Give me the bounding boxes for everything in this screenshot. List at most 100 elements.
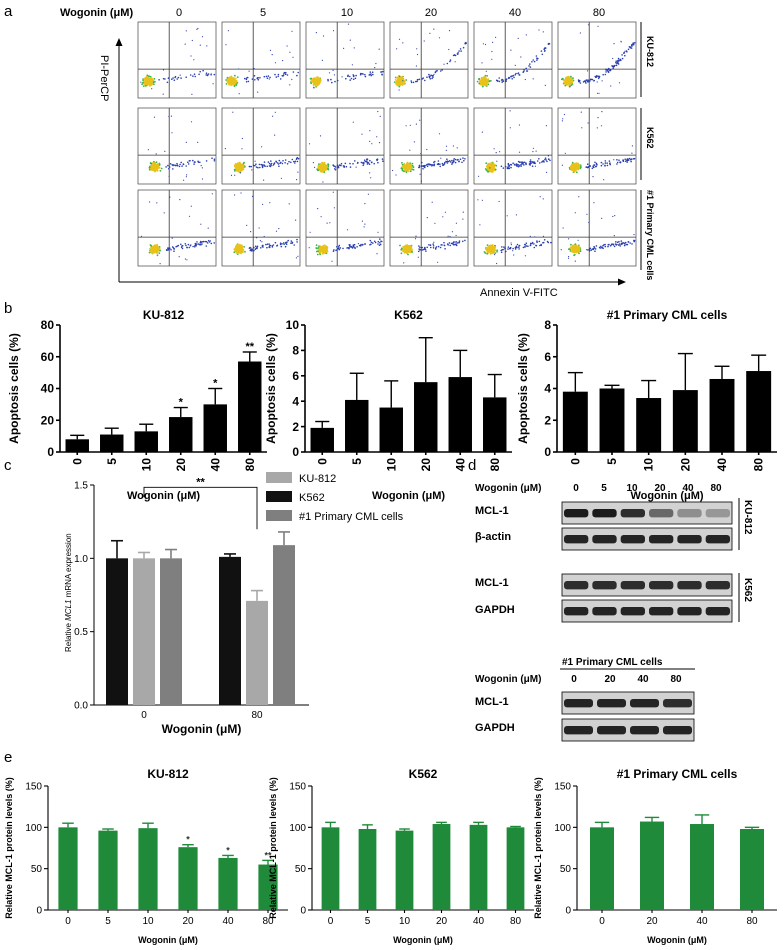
flow-event [233,168,236,171]
flow-event [149,78,152,81]
flow-event [589,165,591,167]
flow-event [377,110,379,113]
flow-event [420,180,422,182]
flow-event [512,162,514,164]
flow-event [337,166,340,169]
flow-event [449,60,451,63]
flow-event [147,149,149,151]
flow-event [297,157,300,160]
flow-event [406,166,408,169]
flow-event [433,161,435,164]
flow-event [508,76,510,79]
flow-event [448,242,451,244]
western-blot-top [561,501,733,623]
flow-event [492,165,495,168]
flow-event [229,77,231,80]
flow-event [263,164,265,166]
flow-event [267,75,270,77]
blot-band [564,581,589,590]
flow-event [577,79,580,81]
flow-event [148,251,151,254]
flow-event [593,80,595,82]
x-tick-label: 0 [328,916,334,927]
flow-event [225,83,228,85]
flow-event [176,78,178,80]
flow-event [238,166,241,169]
flow-event [348,247,350,250]
flow-event [609,162,611,164]
flow-event [188,160,191,162]
flow-event [501,249,503,251]
flow-event [317,78,320,80]
flow-event [336,246,338,248]
flow-event [151,165,153,168]
flow-event [432,164,434,166]
flow-event [292,71,295,73]
flow-event [458,241,461,244]
flow-event [372,242,374,244]
flow-event [371,71,374,73]
flow-event [516,243,519,246]
flow-event [577,248,580,251]
flow-event [334,168,336,170]
flow-event [242,165,245,168]
bar [448,377,472,452]
wb-cell-line-label: K562 [742,578,753,602]
blot-band [592,535,617,544]
flow-event [349,166,352,168]
flow-event [369,172,371,174]
flow-event [623,52,625,54]
flow-event [542,241,545,244]
flow-event [409,251,411,254]
flow-event [266,243,269,245]
flow-event [412,81,415,84]
flow-event [504,79,507,81]
flow-event [315,83,317,86]
flow-event [153,246,156,249]
bar [746,371,772,452]
flow-event [492,251,495,254]
flow-event [398,89,400,91]
flow-event [486,75,489,77]
flow-event [170,248,172,251]
flow-event [587,166,590,168]
flow-event [147,78,150,81]
flow-event [240,249,242,252]
flow-event [321,164,324,167]
y-tick-label: 100 [554,823,571,834]
flow-event [333,74,335,76]
flow-event [620,243,622,246]
flow-event [231,81,234,84]
flow-event [262,246,264,248]
flow-event [378,48,380,50]
bar [219,556,241,705]
flow-event [408,163,411,166]
flow-event [494,254,496,256]
flow-event [485,80,488,83]
flow-event [297,171,299,173]
flow-event [381,158,384,160]
flow-plot [473,189,553,267]
y-tick-label: 8 [292,344,299,358]
flow-event [408,247,411,250]
flow-event [188,215,191,217]
flow-event [407,169,409,172]
y-axis-label: Apoptosis cells (%) [264,333,278,444]
bar [218,857,238,910]
flow-event [632,43,635,46]
flow-event [545,125,548,127]
flow-event [192,245,194,248]
flow-event [288,203,290,205]
flow-event [574,251,577,254]
flow-event [382,70,384,73]
flow-event [569,247,572,250]
flow-event [419,173,421,175]
legend-swatch [266,472,292,483]
blot-band [592,607,617,616]
flow-event [241,245,243,248]
flow-event [279,78,282,80]
flow-event [626,51,628,53]
flow-event [149,201,151,203]
flow-event [605,71,607,73]
flow-event [185,165,187,167]
